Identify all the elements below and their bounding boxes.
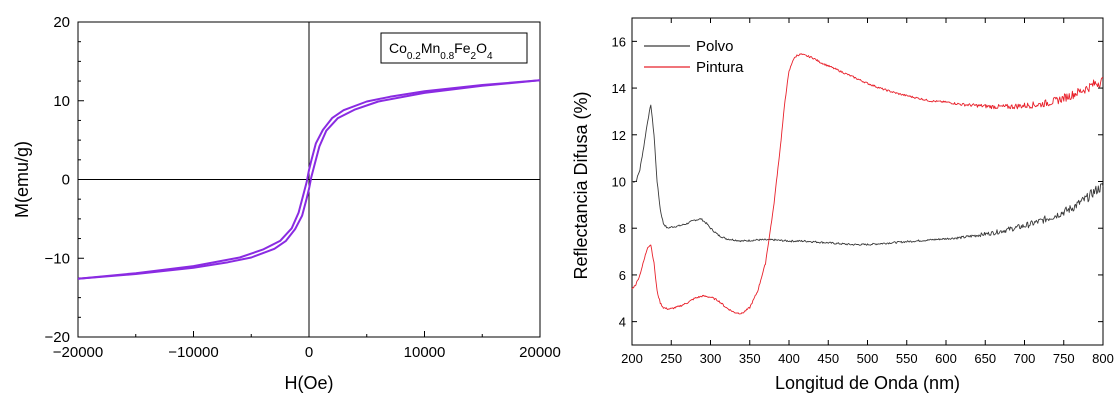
formula-element: O <box>476 40 487 56</box>
x-tick-label: 200 <box>621 351 643 366</box>
y-tick-label: 6 <box>619 268 626 283</box>
x-tick-label: 0 <box>305 344 313 361</box>
x-tick-label: 650 <box>974 351 996 366</box>
x-tick-label: 700 <box>1014 351 1036 366</box>
x-tick-label: 800 <box>1092 351 1114 366</box>
y-tick-label: 8 <box>619 221 626 236</box>
x-tick-label: 550 <box>896 351 918 366</box>
formula-element: Fe <box>454 40 471 56</box>
x-axis-title: Longitud de Onda (nm) <box>775 373 960 393</box>
hysteresis-chart: −20000 −10000 0 10000 20000 −20 −10 0 10 20 H(Oe) M… <box>12 14 561 393</box>
x-tick-label: 750 <box>1053 351 1075 366</box>
formula-element: Co <box>389 40 407 56</box>
x-tick-label: 20000 <box>519 344 561 361</box>
formula-label: Co0.2Mn0.8Fe2O4 <box>389 40 493 62</box>
y-tick-label: 12 <box>612 128 626 143</box>
series-line-polvo <box>631 104 1104 246</box>
y-tick-label: −10 <box>45 250 70 267</box>
y-tick-label: 14 <box>612 81 626 96</box>
hysteresis-branch-descending <box>77 79 541 280</box>
formula-element: Mn <box>421 40 440 56</box>
x-tick-label: 250 <box>660 351 682 366</box>
series-line-pintura <box>631 53 1104 315</box>
hysteresis-branch-ascending <box>77 79 541 280</box>
y-tick-label: 4 <box>619 315 626 330</box>
x-tick-label: −10000 <box>168 344 218 361</box>
formula-box <box>380 32 528 64</box>
y-axis-title: M(emu/g) <box>12 141 32 218</box>
x-axis-title: H(Oe) <box>285 373 334 393</box>
x-tick-label: 400 <box>778 351 800 366</box>
y-tick-label: 20 <box>53 14 70 31</box>
x-tick-label: 500 <box>857 351 879 366</box>
formula-subscript: 2 <box>471 51 477 62</box>
formula-subscript: 0.8 <box>440 51 454 62</box>
x-tick-label: 600 <box>935 351 957 366</box>
y-tick-label: 0 <box>62 172 70 189</box>
x-tick-label: 450 <box>817 351 839 366</box>
x-tick-label: 350 <box>739 351 761 366</box>
x-tick-label: −20000 <box>53 344 103 361</box>
y-tick-label: 10 <box>612 175 626 190</box>
x-tick-label: 10000 <box>404 344 446 361</box>
x-tick-label: 300 <box>700 351 722 366</box>
y-axis-title: Reflectancia Difusa (%) <box>571 91 591 279</box>
formula-subscript: 4 <box>487 51 493 62</box>
legend-label-pintura: Pintura <box>696 59 744 76</box>
reflectance-chart: 200 250 300 350 400 450 500 550 600 650 700 750 800 4… <box>571 17 1114 393</box>
y-tick-label: −20 <box>45 329 70 346</box>
formula-subscript: 0.2 <box>407 51 421 62</box>
legend-label-polvo: Polvo <box>696 38 734 55</box>
y-tick-label: 16 <box>612 34 626 49</box>
y-tick-label: 10 <box>53 93 70 110</box>
